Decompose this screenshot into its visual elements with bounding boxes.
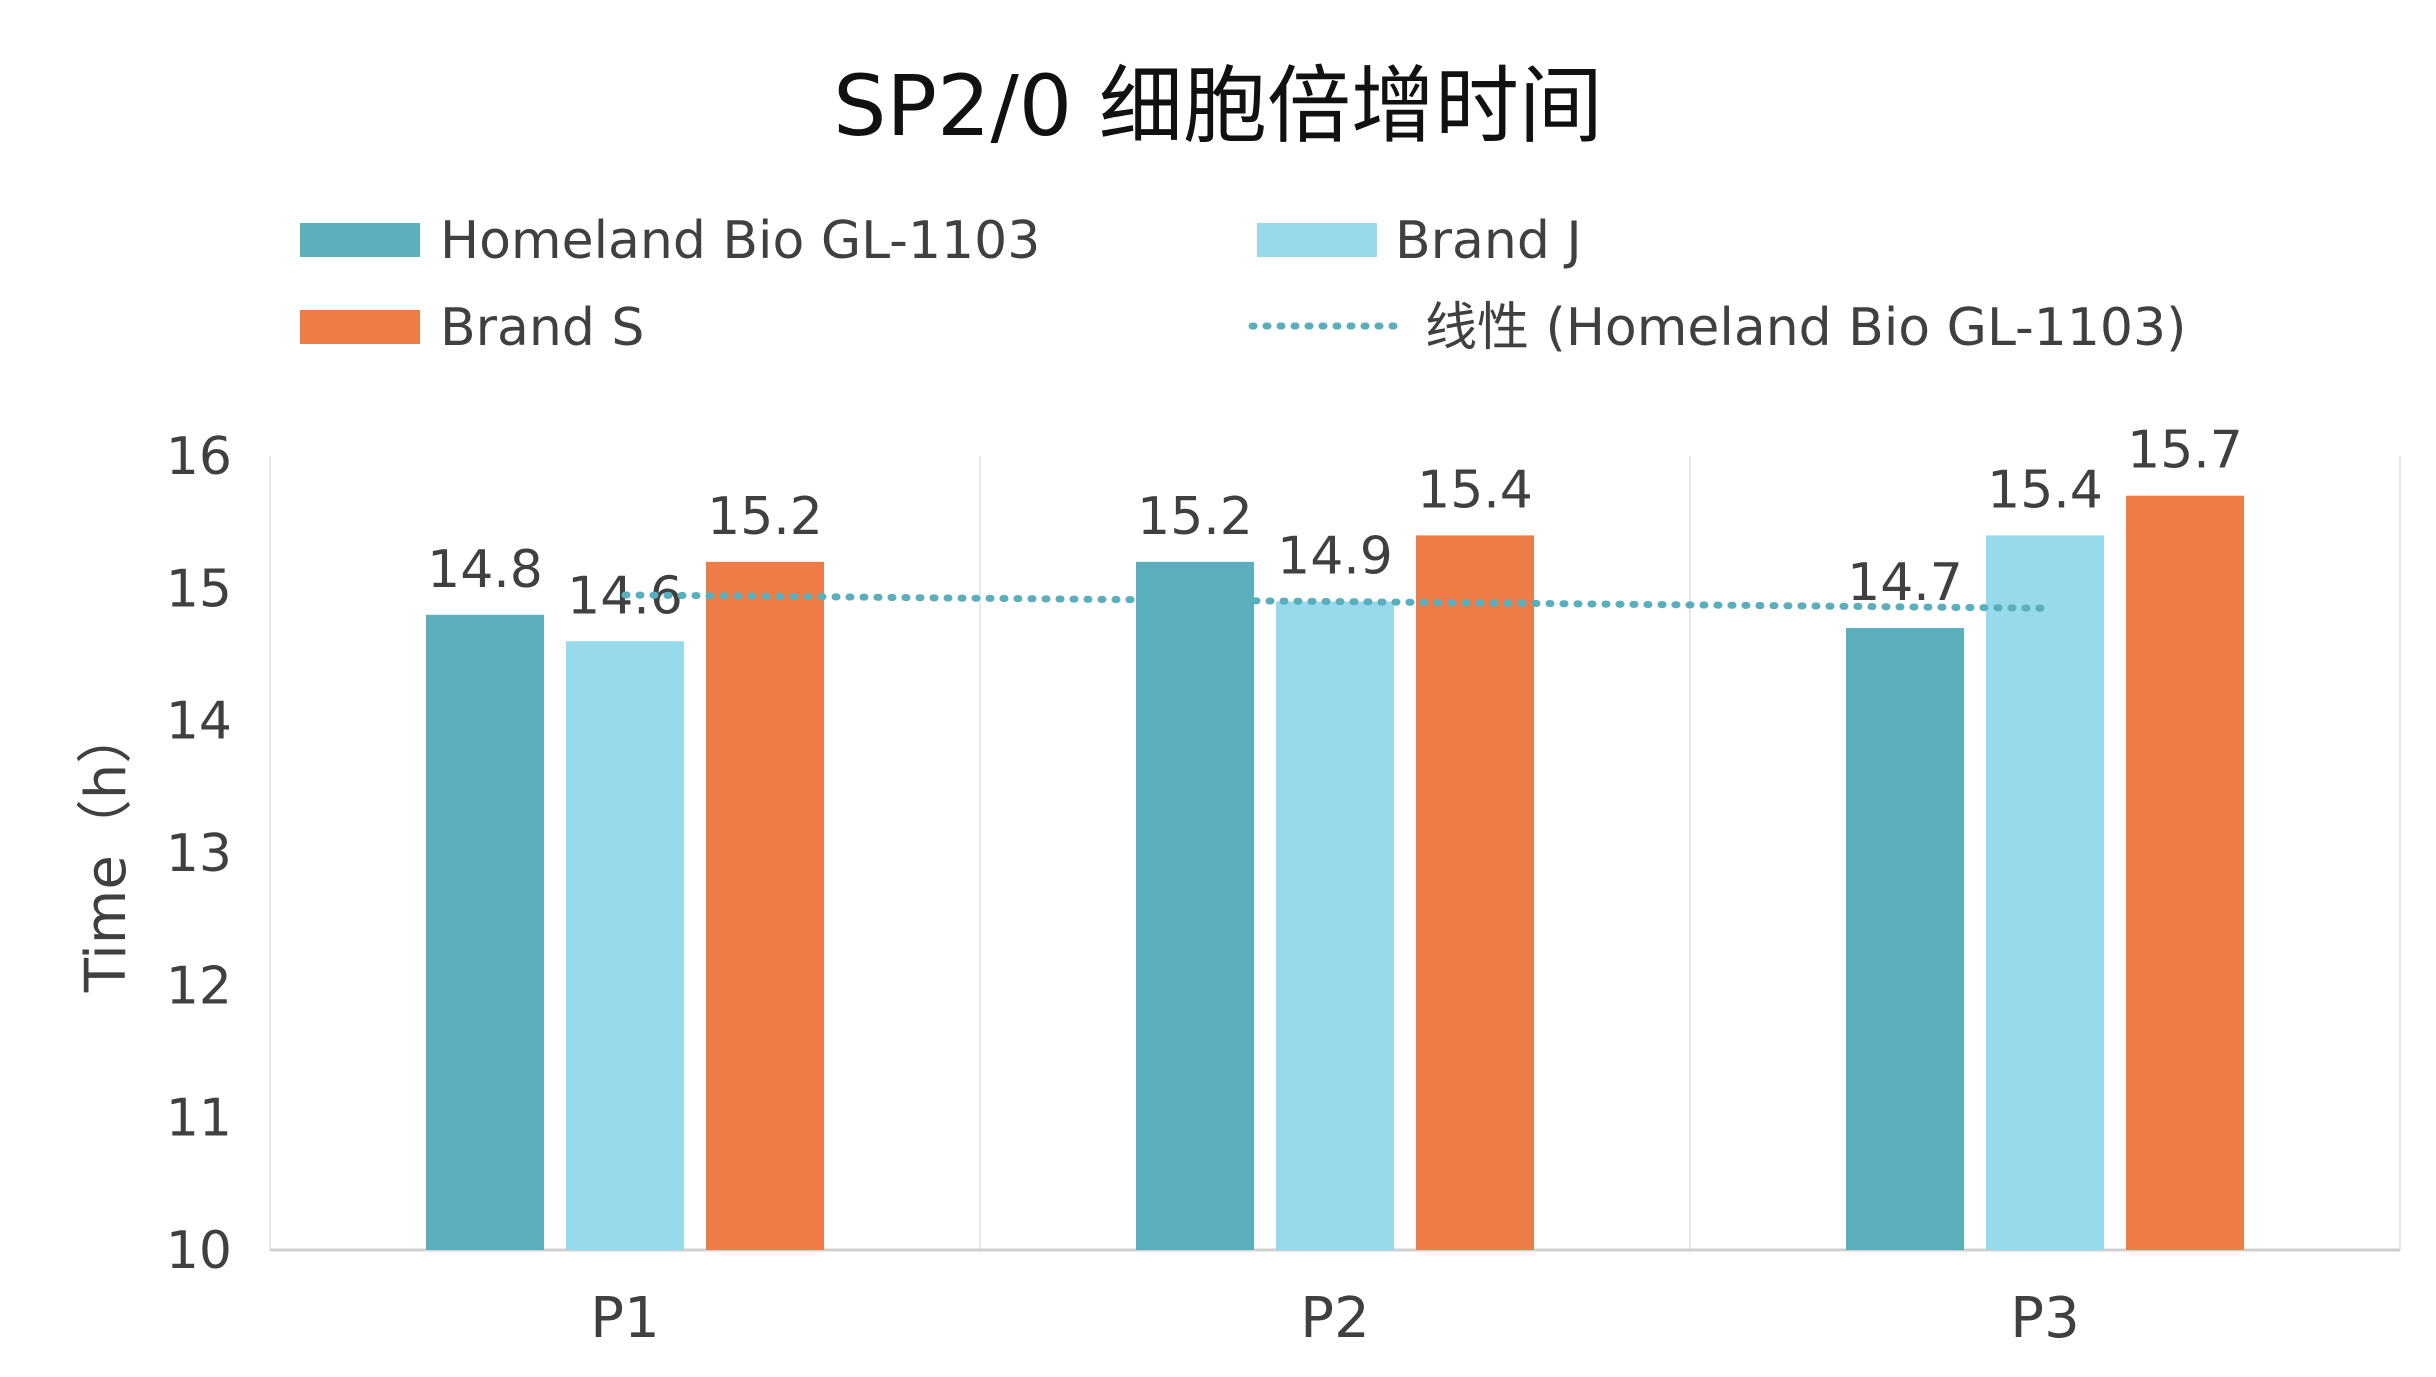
bars	[426, 495, 2244, 1250]
data-label: 15.2	[707, 487, 823, 547]
legend-swatch-brand-j	[1257, 223, 1377, 257]
data-label: 15.4	[1987, 460, 2103, 520]
legend-label-brand-s: Brand S	[440, 298, 644, 358]
y-tick-label: 10	[166, 1221, 232, 1281]
legend-label-trendline: 线性 (Homeland Bio GL-1103)	[1425, 298, 2186, 358]
bar-p3-series-0	[1846, 628, 1964, 1250]
bar-p3-series-2	[2126, 495, 2244, 1250]
y-tick-label: 12	[166, 956, 232, 1016]
bar-p2-series-1	[1276, 601, 1394, 1250]
x-tick-label: P1	[590, 1286, 659, 1351]
y-axis-ticks: 10 11 12 13 14 15 16	[166, 427, 232, 1281]
data-label: 14.7	[1847, 553, 1963, 613]
y-axis-label: Time（h）	[74, 708, 139, 994]
y-tick-label: 11	[166, 1089, 232, 1149]
y-tick-label: 15	[166, 559, 232, 619]
data-label: 14.9	[1277, 527, 1393, 587]
bar-p2-series-0	[1136, 561, 1254, 1250]
x-tick-label: P2	[1300, 1286, 1369, 1351]
legend-label-brand-j: Brand J	[1395, 211, 1582, 271]
y-tick-label: 16	[166, 427, 232, 487]
bar-p3-series-1	[1986, 535, 2104, 1250]
value-labels: 14.8 14.615.2 15.214.915.414.715.415.7	[427, 421, 2243, 627]
legend-swatch-brand-s	[300, 310, 420, 344]
y-tick-label: 13	[166, 824, 232, 884]
data-label: 14.8	[427, 540, 543, 600]
legend: Homeland Bio GL-1103 Brand J Brand S 线性 …	[300, 211, 2186, 358]
trendline-homeland	[621, 591, 2049, 612]
trendline	[621, 591, 2049, 612]
legend-swatch-homeland	[300, 223, 420, 257]
data-label: 15.7	[2127, 421, 2243, 481]
data-label: 15.2	[1137, 487, 1253, 547]
bar-p2-series-2	[1416, 535, 1534, 1250]
x-tick-label: P3	[2010, 1286, 2079, 1351]
y-tick-label: 14	[166, 692, 232, 752]
legend-label-homeland: Homeland Bio GL-1103	[440, 211, 1040, 271]
data-label: 15.4	[1417, 460, 1533, 520]
chart-title: SP2/0 细胞倍增时间	[833, 57, 1603, 155]
bar-p1-series-1	[566, 641, 684, 1250]
bar-p1-series-0	[426, 614, 544, 1250]
x-axis-categories: P1 P2 P3	[590, 1286, 2079, 1351]
bar-p1-series-2	[706, 561, 824, 1250]
